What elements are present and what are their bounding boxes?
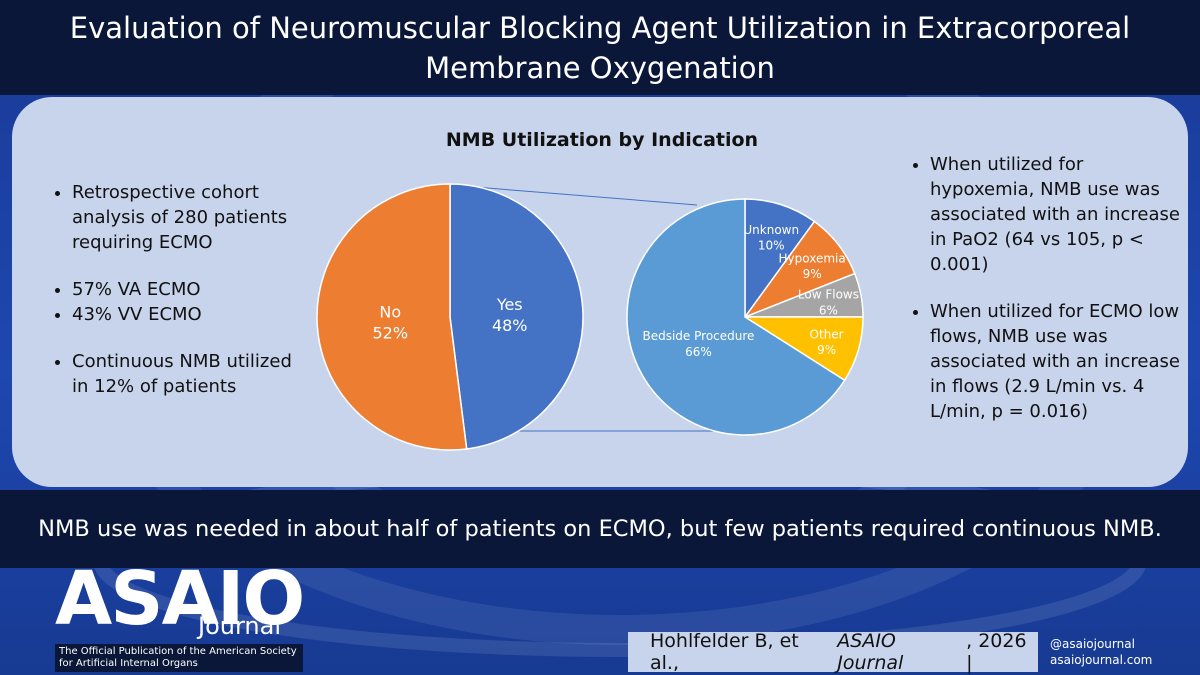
right-bullets: When utilized for hypoxemia, NMB use was…	[910, 152, 1180, 446]
handle: @asaiojournal	[1050, 637, 1135, 651]
content-panel	[12, 97, 1188, 487]
bullet: Continuous NMB utilized in 12% of patien…	[72, 349, 312, 399]
bullet: When utilized for hypoxemia, NMB use was…	[930, 152, 1180, 277]
bullet: Retrospective cohort analysis of 280 pat…	[72, 180, 312, 255]
slice-label: No	[379, 303, 401, 322]
bullet: When utilized for ECMO low flows, NMB us…	[930, 299, 1180, 424]
bullet-group: Continuous NMB utilized in 12% of patien…	[52, 349, 312, 399]
web: @asaiojournal asaiojournal.com	[1050, 636, 1152, 668]
authors: Hohlfelder B, et al.,	[650, 630, 799, 674]
slice-value: 10%	[758, 238, 785, 252]
connector	[449, 184, 698, 206]
slice-label: Low Flows	[798, 288, 859, 302]
slice-label: Yes	[496, 295, 523, 314]
slice-label: Hypoxemia	[779, 252, 846, 266]
site: asaiojournal.com	[1050, 653, 1153, 667]
journal: ASAIO Journal	[837, 630, 904, 674]
title: Evaluation of Neuromuscular Blocking Age…	[0, 0, 1200, 95]
pie-slice	[626, 198, 846, 436]
slice-label: Bedside Procedure	[642, 329, 754, 343]
slice-value: 52%	[372, 323, 408, 342]
conclusion: NMB use was needed in about half of pati…	[0, 490, 1200, 568]
slice-label: Unknown	[743, 223, 799, 237]
logo-tagline: The Official Publication of the American…	[55, 644, 303, 672]
chart-title: NMB Utilization by Indication	[446, 129, 758, 151]
bullet: 57% VA ECMO	[72, 277, 312, 302]
pie-slice	[449, 183, 584, 450]
slice-value: 48%	[492, 316, 528, 335]
slice-label: Other	[810, 327, 844, 341]
slice-value: 6%	[819, 303, 838, 317]
slice-value: 9%	[803, 267, 822, 281]
logo: ASAIO	[55, 556, 305, 642]
slice-value: 9%	[817, 343, 836, 357]
left-bullets: Retrospective cohort analysis of 280 pat…	[52, 180, 312, 421]
citation: Hohlfelder B, et al., ASAIO Journal , 202…	[628, 630, 1038, 674]
bullet: 43% VV ECMO	[72, 302, 312, 327]
logo-sub: Journal	[198, 612, 282, 640]
pie-slice	[316, 183, 468, 451]
year: , 2026 |	[966, 630, 1027, 674]
bullet-group: 57% VA ECMO43% VV ECMO	[52, 277, 312, 327]
pie-slice	[744, 198, 816, 320]
bullet-group: Retrospective cohort analysis of 280 pat…	[52, 180, 312, 255]
slice-value: 66%	[685, 345, 712, 359]
